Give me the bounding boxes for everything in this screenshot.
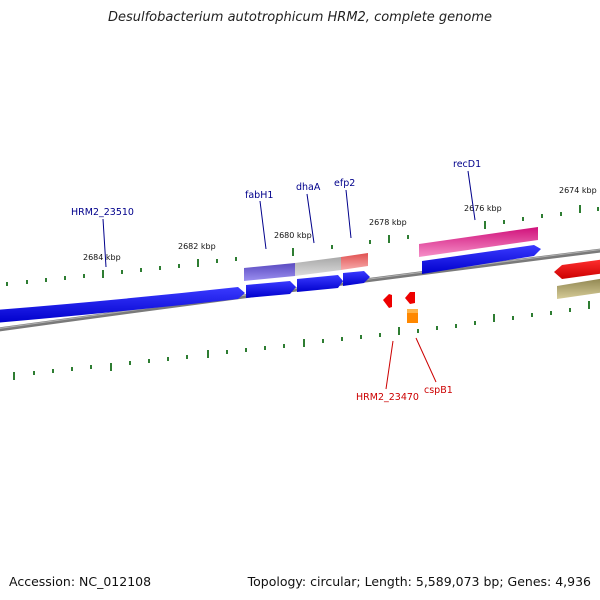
gene-arrow-recd1[interactable] (422, 245, 541, 274)
cog-box-right[interactable] (557, 278, 600, 299)
cog-box-fabh1[interactable] (244, 263, 295, 281)
map-title: Desulfobacterium autotrophicum HRM2, com… (107, 10, 493, 25)
cog-box-dhaa[interactable] (295, 257, 341, 276)
inner-tick-ruler (13, 301, 590, 380)
gene-label-dhaa[interactable]: dhaA (296, 182, 321, 193)
gene-arrow-hrm2-23510[interactable] (0, 287, 245, 323)
gene-label-hrm2-23510[interactable]: HRM2_23510 (71, 207, 134, 218)
gene-label-efp2[interactable]: efp2 (334, 178, 355, 189)
label-leaders (102, 170, 476, 390)
cds-track-forward (0, 245, 541, 323)
cog-box-recd1[interactable] (419, 227, 538, 257)
gene-arrow-right-red[interactable] (554, 259, 600, 279)
cog-box-cspb1[interactable] (407, 309, 418, 323)
cog-track (244, 227, 600, 299)
gene-arrow-efp2[interactable] (343, 271, 370, 286)
gene-arrow-fabh1[interactable] (246, 281, 296, 298)
ruler-label: 2684 kbp (83, 253, 121, 262)
ruler-label: 2680 kbp (274, 231, 312, 240)
gene-label-fabh1[interactable]: fabH1 (245, 190, 273, 201)
gene-arrow-hrm2-23470[interactable] (383, 294, 392, 308)
gene-label-cspb1[interactable]: cspB1 (424, 385, 453, 396)
gene-arrow-dhaa[interactable] (297, 275, 343, 292)
genome-summary-text: Topology: circular; Length: 5,589,073 bp… (247, 574, 591, 589)
cog-box-efp2[interactable] (341, 253, 368, 270)
ruler-label: 2682 kbp (178, 242, 216, 251)
gene-arrow-cspb1[interactable] (405, 292, 415, 304)
gene-label-recd1[interactable]: recD1 (453, 159, 481, 170)
outer-tick-ruler (6, 205, 599, 286)
ruler-label: 2678 kbp (369, 218, 407, 227)
gene-label-hrm2-23470[interactable]: HRM2_23470 (356, 392, 419, 403)
ruler-label: 2674 kbp (559, 186, 597, 195)
ruler-label: 2676 kbp (464, 204, 502, 213)
accession-text: Accession: NC_012108 (9, 574, 152, 589)
